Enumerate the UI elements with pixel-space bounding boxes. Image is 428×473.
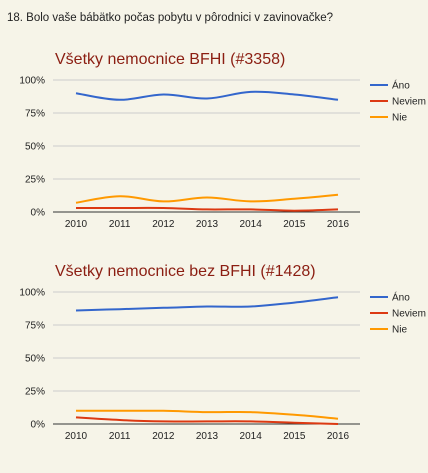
y-tick-label: 25%: [25, 175, 45, 186]
chart-title: Všetky nemocnice BFHI (#3358): [55, 51, 285, 68]
x-tick-label: 2010: [65, 219, 88, 230]
x-tick-label: 2013: [196, 219, 219, 230]
x-tick-label: 2012: [152, 219, 175, 230]
series-line-Neviem: [75, 206, 339, 212]
x-tick-label: 2014: [240, 219, 263, 230]
chart-1: Všetky nemocnice BFHI (#3358) 0% 25% 50% 75%…: [19, 51, 425, 230]
y-tick-label: 75%: [25, 109, 45, 120]
chart-title: Všetky nemocnice bez BFHI (#1428): [55, 263, 316, 280]
legend-label: Nie: [392, 325, 407, 336]
y-tick-label: 100%: [19, 288, 45, 299]
chart-2: Všetky nemocnice bez BFHI (#1428) 0% 25% 50…: [19, 263, 425, 442]
y-tick-label: 25%: [25, 387, 45, 398]
legend-label: Áno: [392, 291, 410, 304]
series-line-Áno: [75, 90, 339, 101]
x-tick-label: 2014: [240, 431, 263, 442]
y-tick-label: 0%: [31, 208, 46, 219]
x-tick-label: 2015: [283, 219, 306, 230]
legend-label: Áno: [392, 79, 410, 92]
series-line-Nie: [76, 409, 339, 420]
x-tick-label: 2015: [283, 431, 306, 442]
question-text: 18. Bolo vaše bábätko počas pobytu v pôr…: [7, 12, 334, 24]
x-tick-label: 2011: [109, 219, 131, 230]
x-tick-label: 2013: [196, 431, 219, 442]
legend-label: Neviem: [392, 309, 426, 320]
y-tick-label: 100%: [19, 76, 45, 87]
x-tick-label: 2011: [109, 431, 131, 442]
y-tick-label: 75%: [25, 321, 45, 332]
y-tick-label: 0%: [31, 420, 46, 431]
x-tick-label: 2010: [65, 431, 88, 442]
legend-label: Nie: [392, 113, 407, 124]
x-tick-label: 2016: [327, 431, 350, 442]
y-tick-label: 50%: [25, 142, 45, 153]
legend-label: Neviem: [392, 97, 426, 108]
series-line-Neviem: [75, 416, 339, 425]
series-line-Nie: [75, 193, 339, 204]
y-tick-label: 50%: [25, 354, 45, 365]
series-line-Áno: [75, 296, 339, 312]
x-tick-label: 2016: [327, 219, 350, 230]
x-tick-label: 2012: [152, 431, 175, 442]
